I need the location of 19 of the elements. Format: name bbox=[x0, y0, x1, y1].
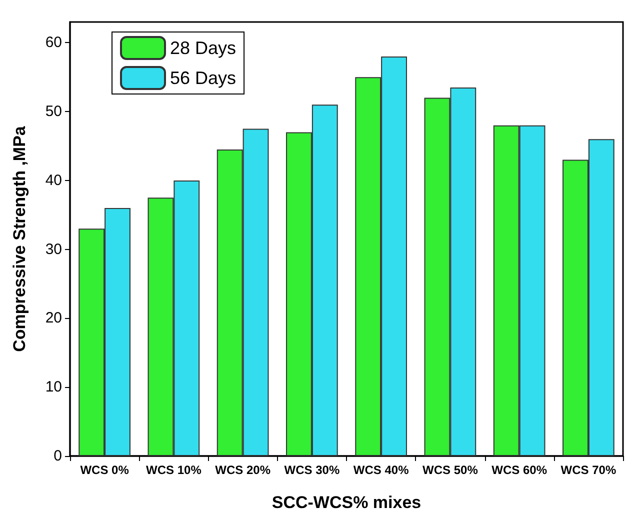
x-tick-label: WCS 30% bbox=[284, 463, 340, 477]
x-tick-label: WCS 20% bbox=[215, 463, 271, 477]
y-tick-label: 60 bbox=[45, 34, 62, 52]
y-axis-title: Compressive Strength ,MPa bbox=[10, 126, 29, 352]
legend-label: 56 Days bbox=[170, 68, 236, 88]
x-tick-label: WCS 0% bbox=[80, 463, 130, 477]
y-tick-label: 30 bbox=[45, 240, 62, 258]
x-axis-title: SCC-WCS% mixes bbox=[272, 493, 422, 512]
x-tick-label: WCS 60% bbox=[492, 463, 548, 477]
y-tick-label: 10 bbox=[45, 378, 62, 396]
x-tick-label: WCS 40% bbox=[353, 463, 410, 477]
x-tick-label: WCS 10% bbox=[146, 463, 202, 477]
y-tick-label: 50 bbox=[45, 103, 62, 120]
y-tick-label: 0 bbox=[54, 448, 62, 464]
legend-label: 28 Days bbox=[170, 38, 236, 58]
y-tick-label: 20 bbox=[45, 310, 62, 327]
x-tick-label: WCS 50% bbox=[422, 463, 478, 477]
y-tick-label: 40 bbox=[45, 172, 62, 189]
x-tick-label: WCS 70% bbox=[560, 463, 616, 477]
